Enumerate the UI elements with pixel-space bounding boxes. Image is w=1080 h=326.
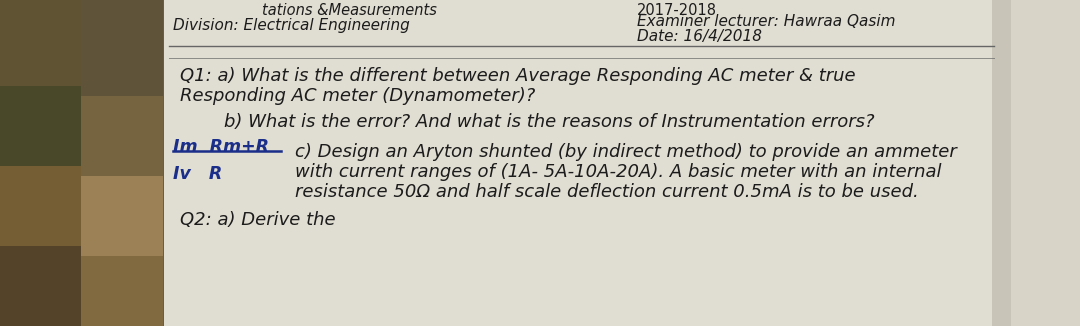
Bar (81, 0, 163, 96)
Text: Iv   R: Iv R (173, 165, 222, 183)
Text: b) What is the error? And what is the reasons of Instrumentation errors?: b) What is the error? And what is the re… (201, 113, 875, 131)
Text: Im  Rm+R: Im Rm+R (173, 138, 269, 156)
Bar (0, 0, 81, 86)
Text: with current ranges of (1A- 5A-10A-20A). A basic meter with an internal: with current ranges of (1A- 5A-10A-20A).… (295, 163, 942, 181)
Bar (81, 256, 163, 326)
Text: tations &Measurements: tations &Measurements (262, 3, 437, 18)
Text: 2017-2018: 2017-2018 (636, 3, 717, 18)
Text: Examiner lecturer: Hawraa Qasim: Examiner lecturer: Hawraa Qasim (636, 14, 895, 29)
Text: Q2: a) Derive the: Q2: a) Derive the (179, 211, 336, 229)
Text: Date: 16/4/2018: Date: 16/4/2018 (636, 29, 761, 44)
Bar (0, 0, 164, 326)
Text: c) Design an Aryton shunted (by indirect method) to provide an ammeter: c) Design an Aryton shunted (by indirect… (295, 143, 957, 161)
Text: Responding AC meter (Dynamometer)?: Responding AC meter (Dynamometer)? (179, 87, 535, 105)
Bar (81, 176, 163, 256)
Text: resistance 50Ω and half scale deflection current 0.5mA is to be used.: resistance 50Ω and half scale deflection… (295, 183, 919, 201)
Bar (81, 96, 163, 176)
Bar (0, 166, 81, 246)
Bar (0, 86, 81, 166)
Bar (164, 0, 1011, 326)
Bar (0, 246, 81, 326)
Text: Division: Electrical Engineering: Division: Electrical Engineering (173, 18, 410, 33)
Bar (993, 0, 1011, 326)
Text: Q1: a) What is the different between Average Responding AC meter & true: Q1: a) What is the different between Ave… (179, 67, 855, 85)
